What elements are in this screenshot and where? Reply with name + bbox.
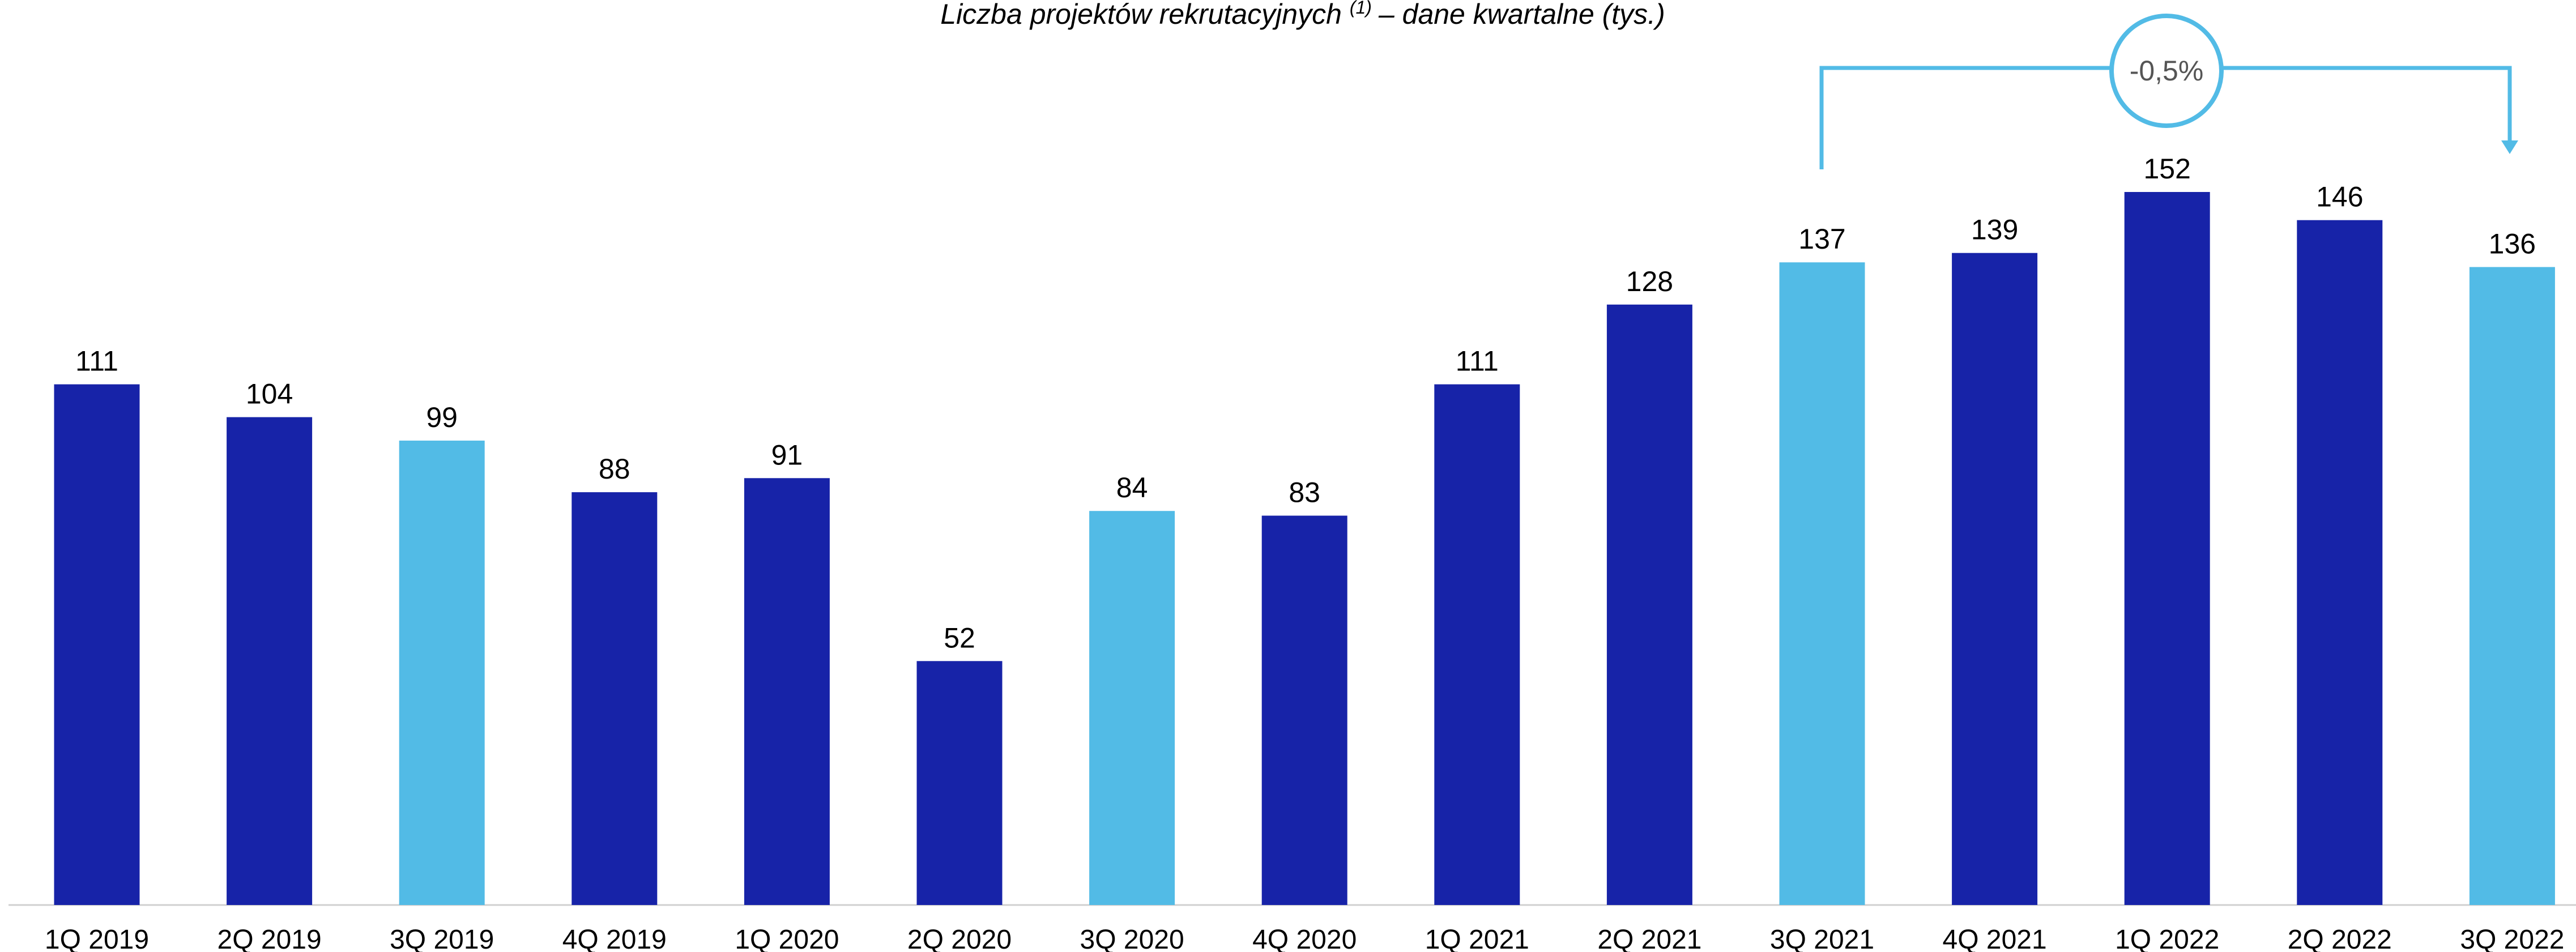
value-label: 99 xyxy=(426,402,458,433)
value-label: 146 xyxy=(2316,181,2363,213)
x-tick-label: 1Q 2022 xyxy=(2115,925,2219,952)
x-tick-label: 1Q 2020 xyxy=(735,925,839,952)
value-label: 104 xyxy=(246,378,293,410)
x-tick-label: 4Q 2020 xyxy=(1252,925,1357,952)
chart-title: Liczba projektów rekrutacyjnych (1) – dan… xyxy=(940,0,1665,30)
x-tick-label: 4Q 2019 xyxy=(562,925,667,952)
x-tick-label: 3Q 2021 xyxy=(1770,925,1874,952)
value-label: 52 xyxy=(944,622,975,654)
value-label: 111 xyxy=(75,345,118,377)
x-tick-label: 1Q 2019 xyxy=(45,925,149,952)
x-tick-label: 3Q 2020 xyxy=(1080,925,1184,952)
x-tick-label: 1Q 2021 xyxy=(1425,925,1529,952)
value-label: 91 xyxy=(771,439,803,471)
bar xyxy=(1606,304,1692,905)
bar xyxy=(2469,267,2555,905)
title-note: (1) xyxy=(1350,0,1372,18)
title-suffix: – dane kwartalne (tys.) xyxy=(1378,0,1665,30)
value-label: 136 xyxy=(2489,228,2536,260)
bar xyxy=(2297,220,2383,905)
value-label: 83 xyxy=(1289,477,1320,509)
value-label: 88 xyxy=(599,453,630,485)
bar xyxy=(1434,384,1520,905)
bracket-arrow xyxy=(2501,140,2518,154)
x-tick-label: 4Q 2021 xyxy=(1943,925,2047,952)
bar xyxy=(744,478,830,905)
title-main: Liczba projektów rekrutacyjnych xyxy=(940,0,1342,30)
bar xyxy=(1089,511,1175,905)
bar xyxy=(227,417,313,905)
x-tick-label: 3Q 2022 xyxy=(2460,925,2564,952)
bar xyxy=(399,440,485,905)
annotation: -0,5% xyxy=(2130,55,2204,87)
bar xyxy=(1779,262,1865,905)
bar xyxy=(2124,192,2210,905)
bar xyxy=(916,661,1003,905)
x-tick-label: 2Q 2020 xyxy=(907,925,1012,952)
bar xyxy=(1261,515,1347,905)
value-label: 128 xyxy=(1626,266,1673,297)
x-tick-label: 2Q 2021 xyxy=(1597,925,1701,952)
value-label: 152 xyxy=(2143,153,2190,185)
bar xyxy=(572,492,658,905)
value-label: 139 xyxy=(1971,214,2018,246)
x-tick-label: 2Q 2019 xyxy=(217,925,322,952)
bar xyxy=(1952,253,2038,906)
value-label: 137 xyxy=(1798,223,1845,255)
value-label: 111 xyxy=(1456,345,1499,377)
x-tick-label: 3Q 2019 xyxy=(390,925,494,952)
value-label: 84 xyxy=(1116,472,1148,503)
annotation-circle xyxy=(2109,14,2224,128)
x-tick-label: 2Q 2022 xyxy=(2288,925,2392,952)
bar xyxy=(54,384,140,905)
